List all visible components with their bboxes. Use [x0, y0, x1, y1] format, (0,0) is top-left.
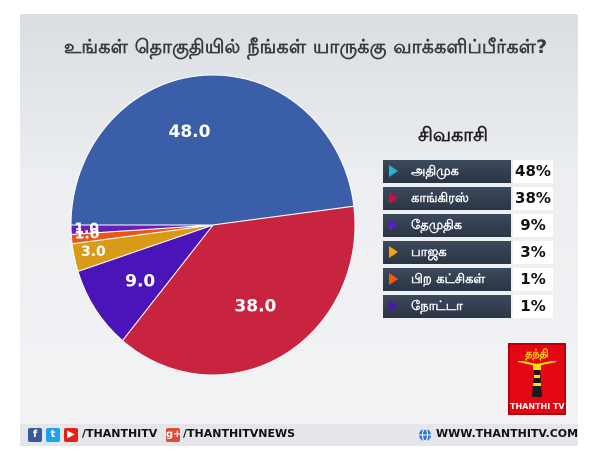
lighthouse-icon [517, 361, 557, 397]
legend-item-label: நோட்டா [411, 299, 463, 314]
legend-item: பிற கட்சிகள் 1% [383, 268, 553, 291]
pie-slice [70, 224, 214, 235]
legend-item-label-box: நோட்டா [383, 295, 511, 318]
legend-item-value: 3% [513, 241, 553, 264]
legend-item-label: அதிமுக [411, 164, 459, 179]
legend-item-label: பாஜக [411, 245, 447, 260]
logo-bottom-text: THANTHI TV [510, 402, 565, 411]
legend-item-label: பிற கட்சிகள் [411, 272, 486, 287]
pie-slice [70, 74, 355, 226]
footer-bar: f t ▶ /THANTHITV g+ /THANTHITVNEWS WWW.T… [20, 424, 578, 446]
youtube-icon[interactable]: ▶ [64, 428, 78, 442]
pie-data-label: 48.0 [168, 122, 210, 142]
footer-social-handle[interactable]: /THANTHITV [82, 427, 158, 440]
footer-website[interactable]: WWW.THANTHITV.COM [436, 427, 579, 440]
legend-item-label-box: பிற கட்சிகள் [383, 268, 511, 291]
legend-item-value: 9% [513, 214, 553, 237]
legend-item: தேமுதிக 9% [383, 214, 553, 237]
footer-news-handle[interactable]: /THANTHITVNEWS [183, 427, 296, 440]
legend-item: நோட்டா 1% [383, 295, 553, 318]
legend-item: அதிமுக 48% [383, 160, 553, 183]
legend-item-value: 38% [513, 187, 553, 210]
thanthi-tv-logo: தந்தி THANTHI TV [508, 343, 566, 415]
pie-data-label: 1.0 [74, 221, 99, 237]
legend-item: காங்கிரஸ் 38% [383, 187, 553, 210]
pie-data-label: 1.0 [75, 227, 100, 243]
facebook-icon[interactable]: f [28, 428, 42, 442]
google-plus-icon[interactable]: g+ [166, 428, 182, 442]
legend-item-label: தேமுதிக [411, 218, 463, 233]
globe-icon [419, 428, 431, 442]
legend-item-label: காங்கிரஸ் [411, 191, 469, 206]
chart-question-title: உங்கள் தொகுதியில் நீங்கள் யாருக்கு வாக்க… [64, 36, 548, 58]
legend-item-label-box: அதிமுக [383, 160, 511, 183]
twitter-icon[interactable]: t [46, 428, 60, 442]
pie-data-label: 3.0 [81, 244, 106, 260]
legend-item: பாஜக 3% [383, 241, 553, 264]
legend-item-value: 1% [513, 268, 553, 291]
legend-item-label-box: பாஜக [383, 241, 511, 264]
arrow-icon [389, 219, 398, 231]
legend-item-label-box: காங்கிரஸ் [383, 187, 511, 210]
pie-slice [77, 223, 215, 342]
pie-data-label: 9.0 [125, 271, 155, 291]
legend: அதிமுக 48% காங்கிரஸ் 38% தேமுதிக 9% பாஜக… [383, 160, 553, 322]
pie-data-label: 38.0 [234, 296, 276, 316]
legend-item-label-box: தேமுதிக [383, 214, 511, 237]
arrow-icon [389, 246, 398, 258]
logo-top-text: தந்தி [525, 347, 549, 360]
pie-slice [121, 205, 356, 376]
legend-title: சிவகாசி [418, 124, 489, 146]
legend-item-value: 1% [513, 295, 553, 318]
arrow-icon [389, 300, 398, 312]
arrow-icon [389, 165, 398, 177]
arrow-icon [389, 192, 398, 204]
arrow-icon [389, 273, 398, 285]
legend-item-value: 48% [513, 160, 553, 183]
